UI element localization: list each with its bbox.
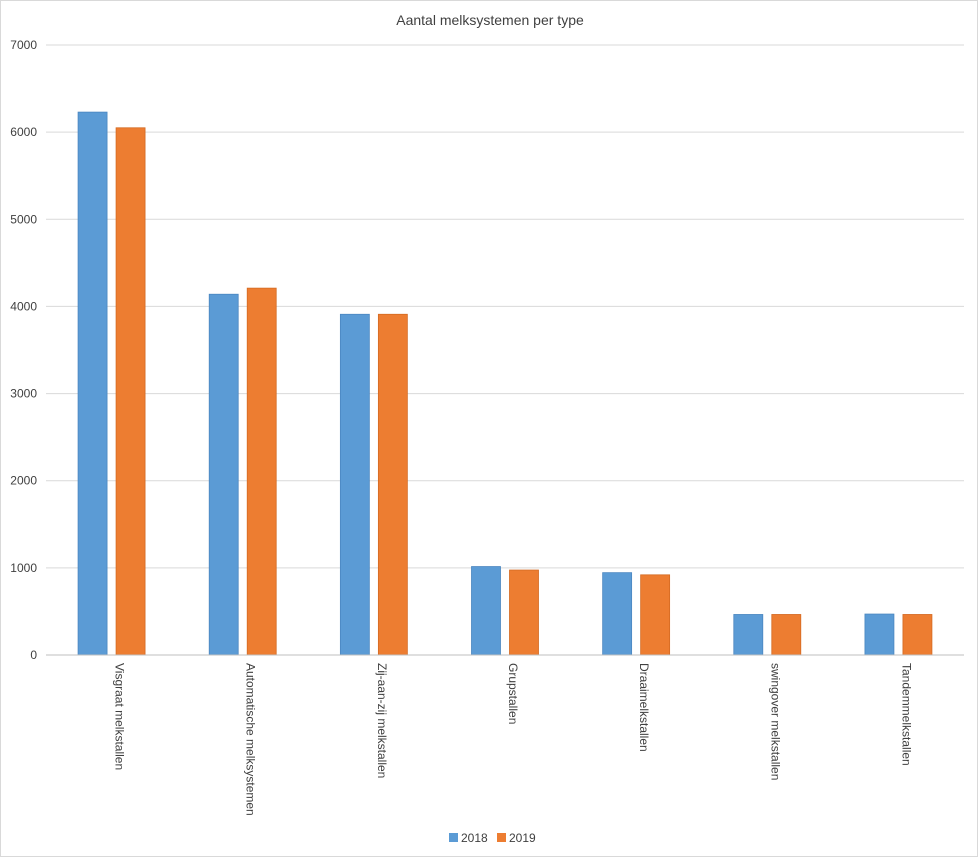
legend-label: 2018 (461, 831, 488, 845)
bar-2018 (864, 613, 895, 656)
y-tick-label: 4000 (10, 299, 37, 313)
bar-2019 (246, 287, 277, 656)
bar-2019 (640, 574, 671, 656)
bar-2019 (509, 569, 539, 656)
bar-2019 (115, 127, 146, 656)
x-category-label: Tandemmelkstallen (899, 663, 913, 766)
y-tick-label: 1000 (10, 561, 37, 575)
legend-swatch-2018 (449, 833, 458, 842)
x-category-label: Draaimelkstallen (637, 663, 651, 752)
legend-label: 2019 (509, 831, 536, 845)
y-tick-label: 2000 (10, 474, 37, 488)
x-category-label: Automatische melksystemen (244, 663, 258, 816)
legend-swatch-2019 (497, 833, 506, 842)
x-category-label: Visgraat melkstallen (113, 663, 127, 770)
bar-2019 (902, 614, 933, 656)
bar-2018 (471, 566, 501, 656)
y-tick-label: 0 (30, 648, 37, 662)
x-category-label: Zij-aan-zij melkstallen (375, 663, 389, 778)
x-category-label: swingover melkstallen (768, 663, 782, 780)
bar-2018 (733, 614, 764, 656)
y-axis-ticks: 0 1000 2000 3000 4000 5000 6000 7000 (10, 38, 37, 662)
x-category-label: Grupstallen (506, 663, 520, 724)
bars (77, 111, 933, 656)
y-tick-label: 7000 (10, 38, 37, 52)
legend: 2018 2019 (449, 831, 536, 845)
bar-2018 (77, 111, 108, 656)
bar-2018 (208, 293, 239, 656)
x-axis-categories: Visgraat melkstallen Automatische melksys… (113, 663, 914, 816)
bar-2018 (602, 572, 633, 656)
y-tick-label: 3000 (10, 387, 37, 401)
bar-2018 (339, 313, 370, 656)
chart-title: Aantal melksystemen per type (396, 12, 584, 28)
bar-2019 (377, 313, 408, 656)
gridlines (46, 44, 964, 569)
y-tick-label: 6000 (10, 125, 37, 139)
y-tick-label: 5000 (10, 212, 37, 226)
bar-2019 (771, 614, 802, 656)
